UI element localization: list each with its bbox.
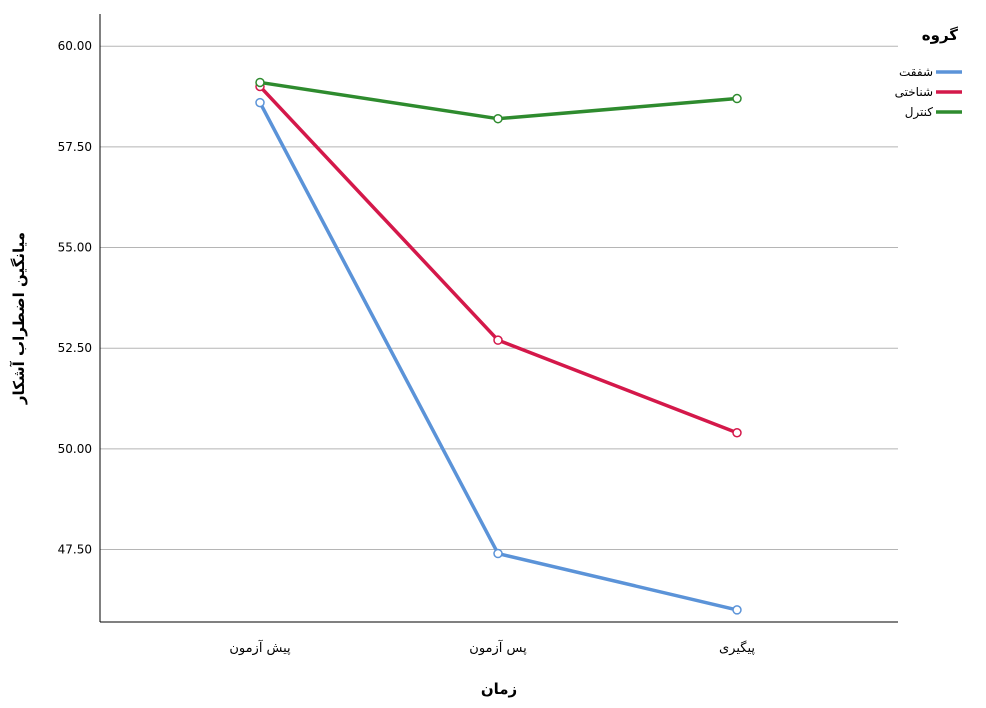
legend-label: کنترل (905, 105, 934, 120)
legend-items: شفقت شناختی کنترل (895, 65, 962, 120)
y-tick-label: 50.00 (58, 442, 92, 456)
series-line (260, 82, 737, 118)
y-axis-title: میانگین اضطراب آشکار (10, 232, 28, 405)
legend-label: شفقت (899, 65, 933, 79)
x-tick-label: پیش آزمون (229, 639, 291, 656)
data-point (256, 99, 264, 107)
data-point (494, 550, 502, 558)
series-lines (260, 82, 737, 609)
y-tick-label: 52.50 (58, 341, 92, 355)
x-axis-title: زمان (481, 680, 517, 698)
data-point (494, 115, 502, 123)
data-point (733, 95, 741, 103)
data-point (494, 336, 502, 344)
axes (100, 14, 898, 622)
legend-label: شناختی (895, 85, 933, 99)
y-tick-labels: 47.50 50.00 52.50 55.00 57.50 60.00 (58, 39, 92, 556)
y-tick-label: 55.00 (58, 241, 92, 255)
y-tick-label: 57.50 (58, 140, 92, 154)
legend-title: گروه (922, 26, 959, 44)
x-tick-label: پس آزمون (469, 639, 527, 656)
series-line (260, 86, 737, 432)
series-line (260, 103, 737, 610)
data-point (733, 429, 741, 437)
y-tick-label: 60.00 (58, 39, 92, 53)
y-tick-label: 47.50 (58, 543, 92, 557)
data-point (256, 78, 264, 86)
x-tick-labels: پیش آزمون پس آزمون پیگیری (229, 639, 755, 656)
data-point (733, 606, 741, 614)
legend: گروه شفقت شناختی کنترل (895, 26, 962, 120)
x-tick-label: پیگیری (719, 640, 755, 656)
